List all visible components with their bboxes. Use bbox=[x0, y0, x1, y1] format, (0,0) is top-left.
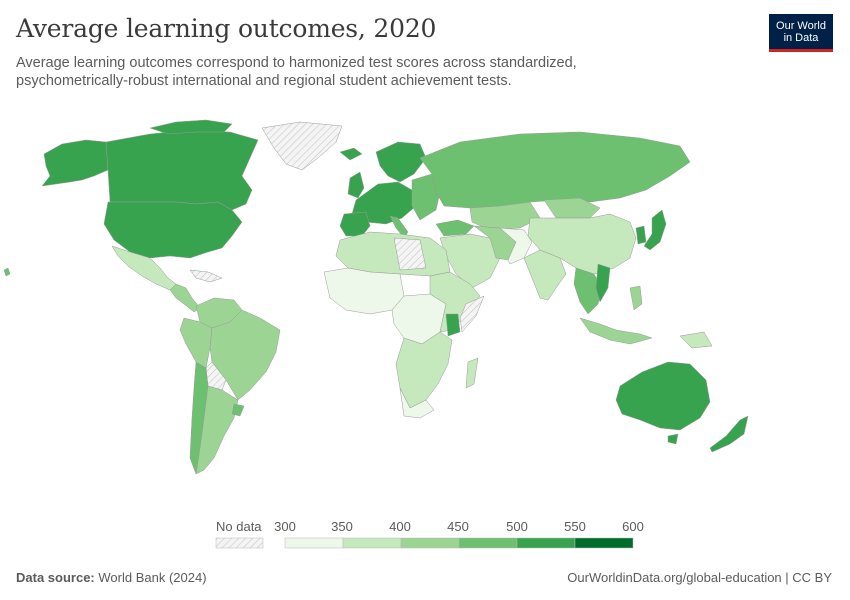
legend-bin-400-450[interactable] bbox=[401, 538, 459, 548]
legend-tick-300: 300 bbox=[274, 519, 296, 534]
region-west-africa[interactable] bbox=[324, 268, 404, 314]
legend-tick-400: 400 bbox=[389, 519, 411, 534]
region-australia[interactable] bbox=[616, 362, 710, 430]
legend-tick-450: 450 bbox=[447, 519, 469, 534]
legend-tick-500: 500 bbox=[506, 519, 528, 534]
region-peru-ecuador[interactable] bbox=[180, 318, 212, 368]
region-iberia[interactable] bbox=[340, 212, 370, 236]
legend-tick-600: 600 bbox=[622, 519, 644, 534]
legend-no-data-swatch[interactable] bbox=[216, 538, 263, 548]
world-map[interactable] bbox=[0, 118, 850, 518]
legend-bin-550-600[interactable] bbox=[575, 538, 633, 548]
legend-bin-500-550[interactable] bbox=[517, 538, 575, 548]
legend-tick-550: 550 bbox=[564, 519, 586, 534]
region-new-zealand[interactable] bbox=[710, 416, 748, 452]
region-hawaii[interactable] bbox=[4, 268, 10, 276]
region-philippines[interactable] bbox=[630, 286, 642, 310]
region-united-states[interactable] bbox=[104, 202, 242, 258]
source-value[interactable]: World Bank (2024) bbox=[98, 570, 206, 585]
region-canada[interactable] bbox=[106, 130, 258, 210]
region-greenland[interactable] bbox=[262, 122, 342, 170]
footer-url[interactable]: OurWorldinData.org/global-education | CC… bbox=[567, 570, 832, 585]
region-kenya[interactable] bbox=[446, 314, 460, 336]
legend-ticks: 300 350 400 450 500 550 600 bbox=[0, 519, 850, 535]
chart-subtitle: Average learning outcomes correspond to … bbox=[16, 54, 656, 90]
region-indonesia[interactable] bbox=[580, 318, 652, 344]
footer-source: Data source: World Bank (2024) bbox=[16, 570, 207, 585]
chart-title: Average learning outcomes, 2020 bbox=[16, 14, 436, 43]
region-uruguay[interactable] bbox=[232, 404, 244, 416]
region-caribbean[interactable] bbox=[190, 270, 222, 282]
legend-color-scale[interactable] bbox=[0, 536, 850, 552]
region-turkey[interactable] bbox=[436, 220, 474, 236]
region-japan[interactable] bbox=[644, 210, 666, 250]
region-uk-ireland[interactable] bbox=[348, 172, 364, 198]
region-alaska[interactable] bbox=[42, 140, 108, 186]
region-central-america[interactable] bbox=[170, 284, 200, 312]
region-tasmania[interactable] bbox=[668, 434, 678, 444]
owid-logo[interactable]: Our World in Data bbox=[769, 14, 833, 52]
region-russia[interactable] bbox=[420, 132, 690, 208]
region-iceland[interactable] bbox=[340, 148, 362, 160]
logo-line-2: in Data bbox=[769, 32, 833, 44]
region-korea[interactable] bbox=[636, 226, 646, 244]
region-scandinavia[interactable] bbox=[376, 142, 426, 182]
legend-tick-350: 350 bbox=[331, 519, 353, 534]
region-madagascar[interactable] bbox=[466, 358, 478, 388]
source-label: Data source: bbox=[16, 570, 95, 585]
legend-bin-350-400[interactable] bbox=[343, 538, 401, 548]
legend-bin-300-350[interactable] bbox=[285, 538, 343, 548]
region-papua-new-guinea[interactable] bbox=[680, 332, 712, 348]
region-arctic-islands[interactable] bbox=[150, 120, 232, 134]
legend-bin-450-500[interactable] bbox=[459, 538, 517, 548]
logo-line-1: Our World bbox=[769, 20, 833, 32]
